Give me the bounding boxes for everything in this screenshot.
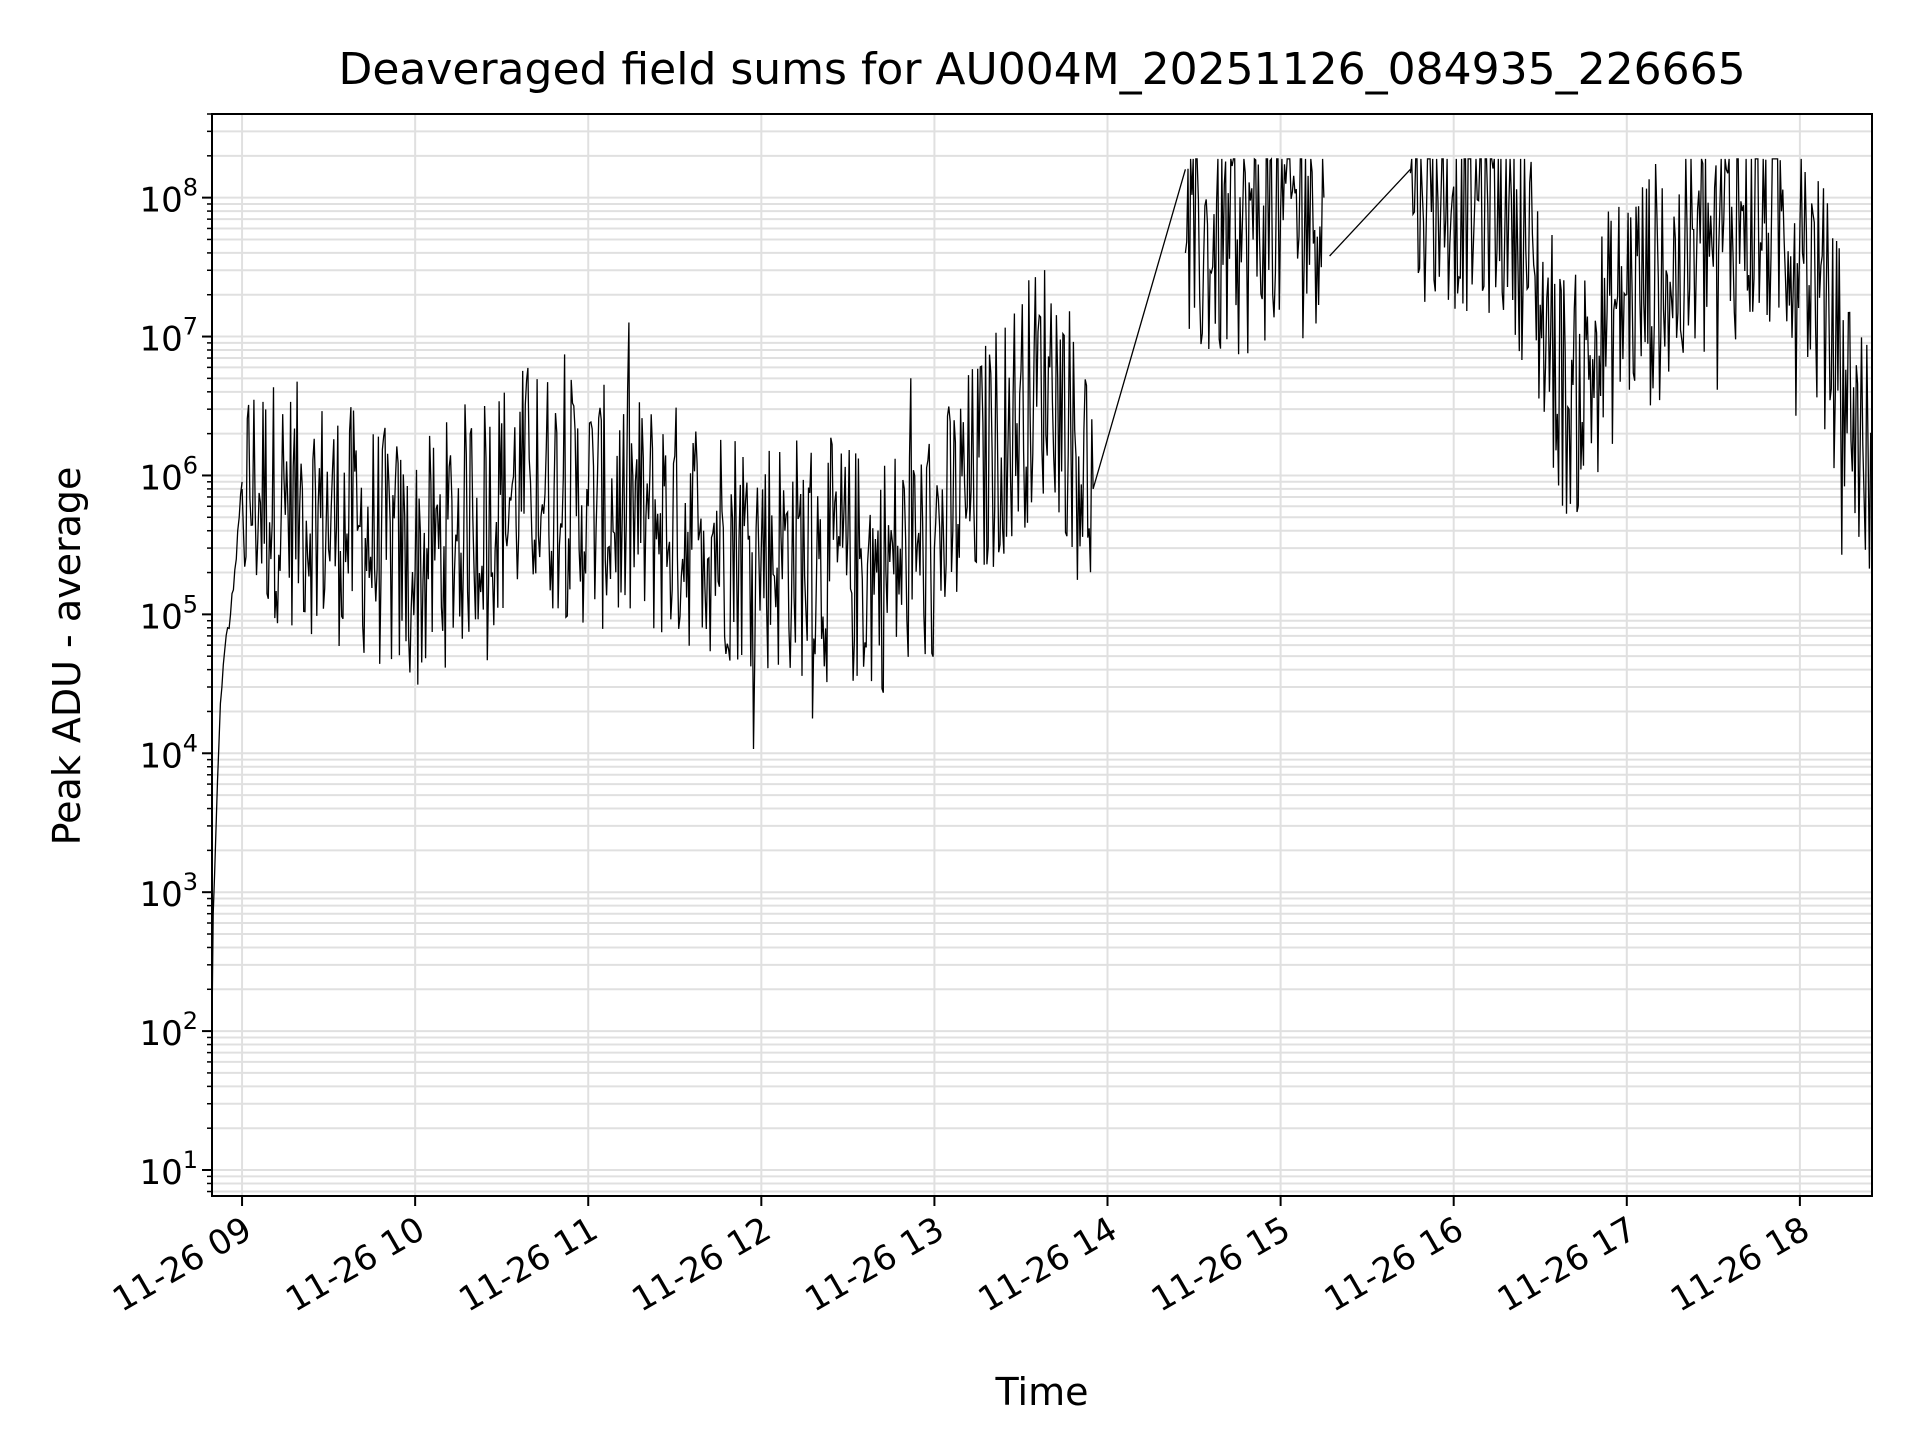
data-line-segment: [1184, 157, 1325, 355]
y-tick-label: 105: [139, 590, 198, 637]
y-tick-label: 108: [139, 174, 198, 221]
data-line-segment: [1409, 158, 1873, 569]
y-tick-label: 101: [139, 1146, 198, 1193]
data-line-segment: [1329, 168, 1411, 257]
plot-frame: [211, 113, 1873, 1197]
chart-title: Deaveraged field sums for AU004M_2025112…: [338, 44, 1745, 95]
y-tick-label: 107: [139, 313, 198, 360]
data-line: [211, 157, 1873, 1032]
y-tick-label: 106: [139, 451, 198, 498]
grid: [212, 113, 1872, 1196]
x-axis-label: Time: [995, 1370, 1089, 1414]
data-line-segment: [241, 270, 1094, 750]
y-tick-label: 102: [139, 1007, 198, 1054]
y-tick-label: 103: [139, 868, 198, 915]
data-line-segment: [211, 481, 243, 1032]
data-line-segment: [1092, 169, 1187, 490]
y-axis-label: Peak ADU - average: [45, 467, 89, 846]
y-tick-label: 104: [139, 729, 198, 776]
